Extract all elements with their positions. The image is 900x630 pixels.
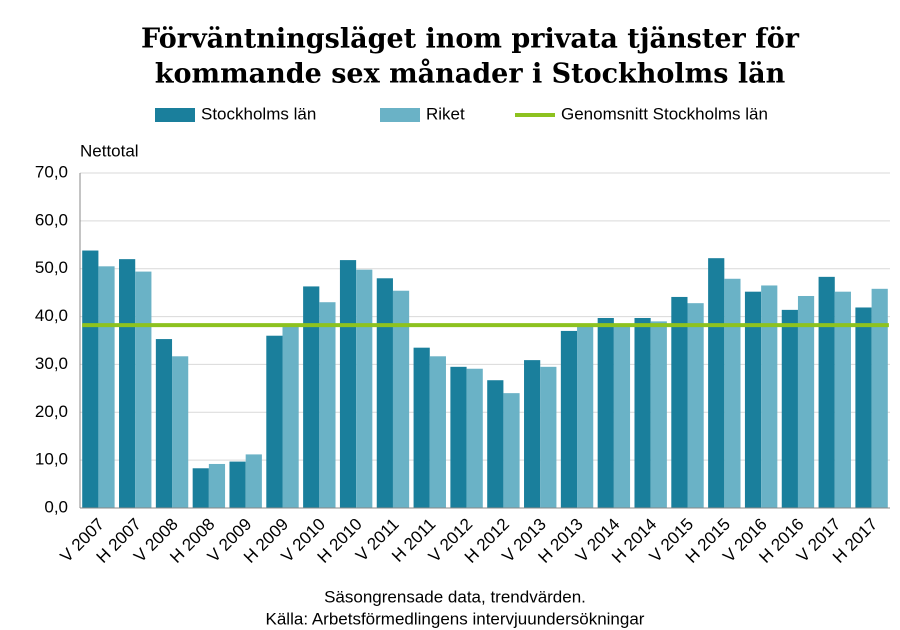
bar [613, 324, 631, 508]
bar [450, 366, 467, 508]
bar [781, 309, 798, 508]
bar [376, 278, 393, 508]
bar [392, 290, 410, 508]
legend-label: Stockholms län [201, 104, 316, 123]
bar [834, 291, 851, 508]
bar [192, 468, 209, 508]
bar [245, 454, 262, 508]
bar [650, 321, 667, 508]
y-tick-label: 10,0 [35, 450, 68, 469]
bar [98, 266, 115, 508]
legend-swatch [380, 108, 420, 122]
y-tick-label: 60,0 [35, 210, 68, 229]
bar [119, 259, 136, 508]
bar [503, 393, 520, 508]
bar [761, 285, 778, 508]
bar [871, 288, 888, 508]
bar [634, 318, 651, 508]
bar [356, 269, 373, 508]
y-tick-label: 40,0 [35, 306, 68, 325]
bar [708, 258, 725, 508]
y-axis-label: Nettotal [80, 141, 139, 160]
legend-label: Riket [426, 104, 465, 123]
bar [724, 278, 741, 508]
y-tick-label: 50,0 [35, 258, 68, 277]
bar [319, 302, 336, 508]
bar [560, 330, 578, 508]
bar [818, 276, 835, 508]
bar [487, 380, 504, 508]
y-tick-label: 70,0 [35, 162, 68, 181]
legend-swatch [155, 108, 195, 122]
bar [524, 360, 541, 508]
bar [540, 366, 557, 508]
bar [797, 295, 815, 508]
bar [671, 296, 688, 508]
footnote: Säsongrensade data, trendvärden. [324, 587, 586, 606]
bar [135, 271, 152, 508]
y-tick-label: 0,0 [44, 497, 68, 516]
bar [208, 463, 226, 508]
bar [82, 250, 99, 508]
footnote: Källa: Arbetsförmedlingens intervjuunder… [266, 609, 645, 628]
y-tick-label: 30,0 [35, 354, 68, 373]
bar [466, 368, 483, 508]
bar [855, 307, 872, 508]
bar [172, 356, 189, 508]
chart-title: kommande sex månader i Stockholms län [155, 57, 786, 90]
bar [303, 286, 320, 508]
bar [577, 323, 594, 508]
bar [744, 291, 762, 508]
bar [282, 326, 299, 508]
bar [266, 335, 283, 508]
bar [339, 260, 357, 508]
legend-label: Genomsnitt Stockholms län [561, 104, 768, 123]
bar [429, 356, 446, 508]
bar [413, 347, 430, 508]
bar [155, 339, 173, 508]
chart-title: Förväntningsläget inom privata tjänster … [141, 24, 800, 55]
bar [687, 303, 704, 508]
y-tick-label: 20,0 [35, 402, 68, 421]
bar [229, 461, 246, 508]
bar [597, 318, 614, 508]
